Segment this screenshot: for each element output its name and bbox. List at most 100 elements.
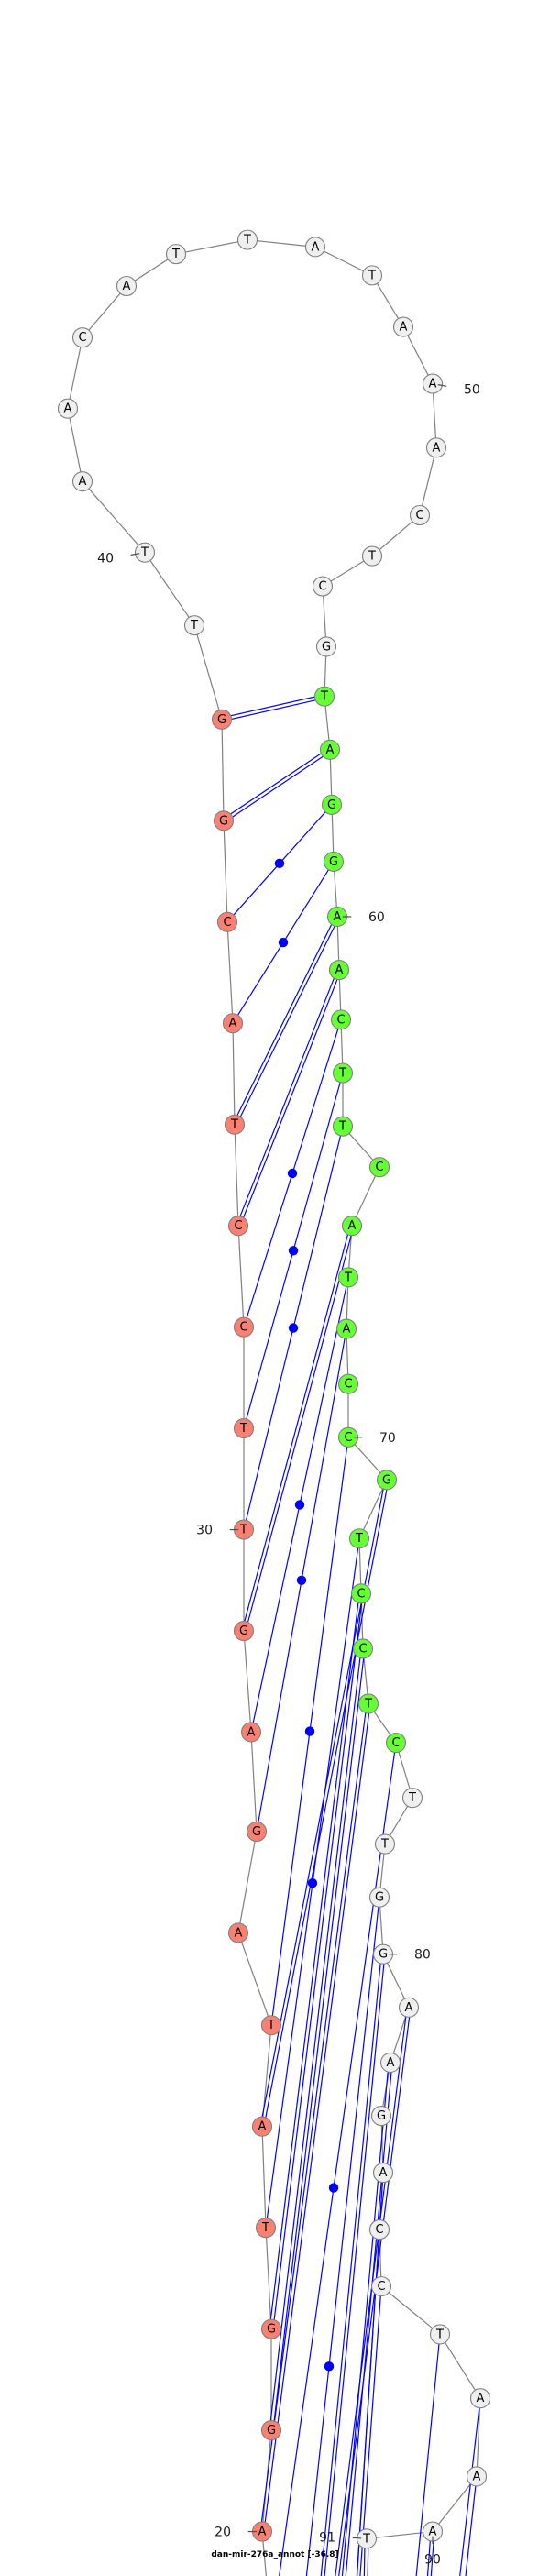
nucleotide-67-T[interactable]: T	[337, 1267, 359, 1288]
nucleotide-82-A[interactable]: A	[380, 2052, 402, 2073]
nucleotide-32-C[interactable]: C	[233, 1316, 255, 1338]
nucleotide-circle[interactable]	[246, 1821, 268, 1843]
nucleotide-43-C[interactable]: C	[72, 327, 94, 348]
nucleotide-circle[interactable]	[255, 2218, 277, 2239]
nucleotide-circle[interactable]	[332, 1116, 354, 1137]
nucleotide-77-T[interactable]: T	[402, 1788, 424, 1809]
nucleotide-51-A[interactable]: A	[425, 437, 447, 458]
nucleotide-21-G[interactable]: G	[260, 2420, 282, 2441]
nucleotide-36-C[interactable]: C	[216, 911, 238, 932]
nucleotide-79-G[interactable]: G	[368, 1887, 390, 1908]
nucleotide-circle[interactable]	[236, 229, 258, 250]
nucleotide-circle[interactable]	[213, 810, 235, 831]
nucleotide-84-A[interactable]: A	[372, 2163, 394, 2184]
nucleotide-41-A[interactable]: A	[72, 471, 94, 492]
nucleotide-40-T[interactable]: T	[134, 542, 156, 563]
nucleotide-81-A[interactable]: A	[398, 1997, 420, 2018]
nucleotide-circle[interactable]	[260, 2318, 282, 2339]
nucleotide-29-G[interactable]: G	[233, 1620, 255, 1642]
nucleotide-circle[interactable]	[385, 1733, 407, 1754]
nucleotide-circle[interactable]	[370, 2276, 392, 2297]
nucleotide-circle[interactable]	[222, 1013, 244, 1034]
nucleotide-50-A[interactable]: A	[422, 373, 444, 394]
nucleotide-circle[interactable]	[380, 2052, 402, 2073]
nucleotide-42-A[interactable]: A	[57, 398, 79, 419]
nucleotide-70-C[interactable]: C	[337, 1426, 359, 1448]
nucleotide-35-A[interactable]: A	[222, 1013, 244, 1034]
nucleotide-27-G[interactable]: G	[246, 1821, 268, 1843]
nucleotide-circle[interactable]	[116, 275, 138, 297]
nucleotide-44-A[interactable]: A	[116, 275, 138, 297]
nucleotide-circle[interactable]	[57, 398, 79, 419]
nucleotide-circle[interactable]	[72, 471, 94, 492]
nucleotide-circle[interactable]	[392, 316, 414, 337]
nucleotide-91-T[interactable]: T	[356, 2528, 378, 2549]
nucleotide-circle[interactable]	[233, 1418, 255, 1439]
nucleotide-circle[interactable]	[321, 794, 343, 815]
nucleotide-circle[interactable]	[165, 244, 187, 265]
nucleotide-74-C[interactable]: C	[352, 1638, 374, 1659]
nucleotide-circle[interactable]	[251, 2116, 273, 2137]
nucleotide-48-T[interactable]: T	[361, 265, 383, 286]
nucleotide-circle[interactable]	[323, 851, 345, 872]
nucleotide-circle[interactable]	[336, 1318, 358, 1339]
nucleotide-54-C[interactable]: C	[312, 576, 334, 597]
nucleotide-87-T[interactable]: T	[429, 2324, 451, 2345]
nucleotide-58-G[interactable]: G	[321, 794, 343, 815]
nucleotide-circle[interactable]	[466, 2466, 488, 2487]
nucleotide-circle[interactable]	[361, 545, 383, 567]
nucleotide-37-G[interactable]: G	[213, 810, 235, 831]
nucleotide-89-A[interactable]: A	[466, 2466, 488, 2487]
nucleotide-circle[interactable]	[304, 237, 326, 258]
nucleotide-23-T[interactable]: T	[255, 2218, 277, 2239]
nucleotide-69-C[interactable]: C	[337, 1373, 359, 1394]
nucleotide-33-C[interactable]: C	[227, 1216, 249, 1237]
nucleotide-circle[interactable]	[330, 1009, 352, 1030]
nucleotide-circle[interactable]	[341, 1216, 363, 1237]
nucleotide-circle[interactable]	[350, 1583, 372, 1604]
nucleotide-circle[interactable]	[398, 1997, 420, 2018]
nucleotide-90-A[interactable]: A	[422, 2521, 444, 2542]
nucleotide-83-G[interactable]: G	[370, 2106, 392, 2127]
nucleotide-62-C[interactable]: C	[330, 1009, 352, 1030]
nucleotide-22-G[interactable]: G	[260, 2318, 282, 2339]
nucleotide-57-A[interactable]: A	[319, 739, 341, 760]
nucleotide-circle[interactable]	[352, 1638, 374, 1659]
nucleotide-circle[interactable]	[312, 576, 334, 597]
nucleotide-64-T[interactable]: T	[332, 1116, 354, 1137]
nucleotide-circle[interactable]	[358, 1693, 380, 1714]
nucleotide-circle[interactable]	[319, 739, 341, 760]
nucleotide-73-C[interactable]: C	[350, 1583, 372, 1604]
nucleotide-71-G[interactable]: G	[376, 1470, 398, 1491]
nucleotide-47-A[interactable]: A	[304, 237, 326, 258]
nucleotide-45-T[interactable]: T	[165, 244, 187, 265]
nucleotide-circle[interactable]	[216, 911, 238, 932]
nucleotide-66-A[interactable]: A	[341, 1216, 363, 1237]
nucleotide-61-A[interactable]: A	[328, 960, 350, 981]
nucleotide-circle[interactable]	[409, 504, 431, 526]
nucleotide-25-T[interactable]: T	[260, 2015, 282, 2036]
nucleotide-circle[interactable]	[368, 1157, 390, 1178]
nucleotide-53-T[interactable]: T	[361, 545, 383, 567]
nucleotide-78-T[interactable]: T	[374, 1833, 396, 1855]
nucleotide-38-G[interactable]: G	[211, 709, 233, 730]
nucleotide-52-C[interactable]: C	[409, 504, 431, 526]
nucleotide-28-A[interactable]: A	[240, 1722, 262, 1743]
nucleotide-75-T[interactable]: T	[358, 1693, 380, 1714]
nucleotide-circle[interactable]	[372, 2163, 394, 2184]
nucleotide-circle[interactable]	[368, 2219, 390, 2240]
nucleotide-circle[interactable]	[183, 615, 205, 636]
nucleotide-68-A[interactable]: A	[336, 1318, 358, 1339]
nucleotide-65-C[interactable]: C	[368, 1157, 390, 1178]
nucleotide-24-A[interactable]: A	[251, 2116, 273, 2137]
nucleotide-circle[interactable]	[368, 1887, 390, 1908]
nucleotide-34-T[interactable]: T	[224, 1114, 246, 1135]
nucleotide-circle[interactable]	[227, 1216, 249, 1237]
nucleotide-85-C[interactable]: C	[368, 2219, 390, 2240]
nucleotide-circle[interactable]	[374, 1833, 396, 1855]
nucleotide-86-C[interactable]: C	[370, 2276, 392, 2297]
nucleotide-39-T[interactable]: T	[183, 615, 205, 636]
nucleotide-circle[interactable]	[328, 960, 350, 981]
nucleotide-56-T[interactable]: T	[314, 686, 336, 707]
nucleotide-circle[interactable]	[233, 1316, 255, 1338]
